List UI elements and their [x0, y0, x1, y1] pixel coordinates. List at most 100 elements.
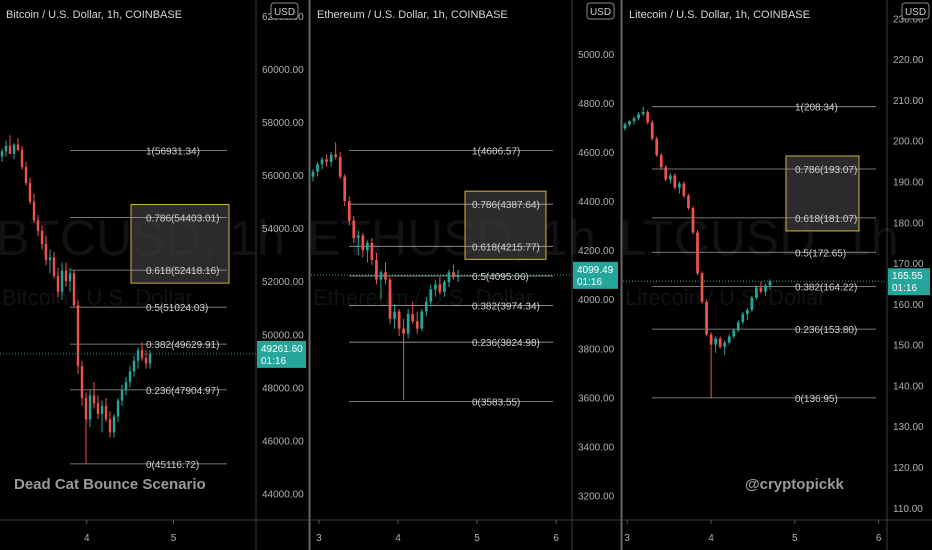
candle-body[interactable]: [415, 321, 419, 329]
candle-body[interactable]: [32, 201, 36, 221]
candle-body[interactable]: [641, 112, 645, 115]
candle-body[interactable]: [745, 309, 749, 315]
candle-body[interactable]: [356, 235, 360, 238]
candle-body[interactable]: [116, 400, 120, 417]
candle-body[interactable]: [44, 244, 48, 260]
candle-body[interactable]: [334, 154, 338, 157]
currency-button[interactable]: [270, 2, 299, 20]
candle-body[interactable]: [402, 328, 405, 334]
candle-body[interactable]: [60, 270, 64, 292]
candle-body[interactable]: [397, 311, 401, 329]
candle-body[interactable]: [664, 167, 668, 180]
currency-button[interactable]: [901, 2, 930, 20]
candle-body[interactable]: [650, 122, 654, 139]
candle-body[interactable]: [16, 144, 20, 150]
candle-body[interactable]: [8, 145, 12, 154]
candle-body[interactable]: [687, 195, 690, 208]
candle-body[interactable]: [112, 416, 116, 433]
candle-body[interactable]: [100, 405, 104, 414]
candle-body[interactable]: [438, 284, 442, 292]
candle-body[interactable]: [718, 338, 722, 347]
candle-body[interactable]: [12, 144, 16, 154]
candle-body[interactable]: [705, 301, 708, 335]
candle-body[interactable]: [88, 395, 92, 420]
candle-body[interactable]: [144, 358, 148, 364]
candle-body[interactable]: [148, 353, 152, 364]
candle-body[interactable]: [36, 220, 40, 231]
candle-body[interactable]: [673, 175, 677, 188]
candle-body[interactable]: [132, 360, 136, 372]
candle-body[interactable]: [4, 145, 8, 152]
candle-body[interactable]: [120, 390, 124, 401]
candle-body[interactable]: [668, 175, 672, 180]
candle-body[interactable]: [347, 201, 351, 221]
candle-body[interactable]: [637, 114, 640, 119]
candle-body[interactable]: [384, 272, 387, 280]
candle-body[interactable]: [124, 382, 128, 390]
candle-body[interactable]: [655, 138, 659, 155]
candle-body[interactable]: [320, 159, 324, 165]
candle-body[interactable]: [659, 154, 663, 168]
candle-body[interactable]: [24, 167, 28, 184]
candle-body[interactable]: [691, 208, 695, 233]
candle-body[interactable]: [325, 159, 328, 162]
candle-body[interactable]: [352, 220, 356, 238]
candle-body[interactable]: [311, 171, 315, 177]
candle-body[interactable]: [429, 289, 433, 302]
candle-body[interactable]: [732, 330, 736, 337]
candle-body[interactable]: [393, 311, 396, 319]
candle-body[interactable]: [696, 232, 699, 274]
candle-body[interactable]: [0, 151, 4, 157]
candle-body[interactable]: [714, 338, 717, 345]
candle-body[interactable]: [750, 297, 754, 310]
candle-body[interactable]: [424, 301, 428, 312]
candle-body[interactable]: [96, 403, 100, 414]
candle-body[interactable]: [628, 121, 631, 125]
candle-body[interactable]: [338, 156, 342, 177]
candle-body[interactable]: [136, 350, 140, 361]
candle-body[interactable]: [40, 230, 44, 245]
candle-body[interactable]: [411, 313, 415, 322]
candle-body[interactable]: [646, 112, 650, 123]
candle-body[interactable]: [104, 405, 108, 420]
candle-body[interactable]: [48, 257, 52, 260]
fib-highlight-box[interactable]: [464, 190, 547, 260]
candle-body[interactable]: [329, 154, 333, 162]
candle-body[interactable]: [375, 260, 378, 280]
candle-body[interactable]: [80, 366, 84, 398]
candle-body[interactable]: [361, 235, 365, 251]
candle-body[interactable]: [420, 311, 424, 329]
candle-body[interactable]: [723, 342, 727, 347]
candle-body[interactable]: [682, 183, 686, 196]
candle-body[interactable]: [56, 275, 60, 292]
candle-body[interactable]: [741, 314, 745, 323]
candle-body[interactable]: [406, 313, 410, 334]
candle-body[interactable]: [92, 395, 96, 404]
candle-body[interactable]: [20, 149, 24, 168]
candle-body[interactable]: [443, 282, 446, 292]
candle-body[interactable]: [72, 273, 76, 306]
candle-body[interactable]: [623, 124, 627, 129]
fib-highlight-box[interactable]: [785, 155, 860, 232]
candle-body[interactable]: [736, 322, 740, 331]
candle-body[interactable]: [76, 305, 80, 367]
candle-body[interactable]: [388, 279, 392, 319]
candle-body[interactable]: [370, 242, 374, 260]
candle-body[interactable]: [755, 287, 758, 298]
candle-body[interactable]: [28, 183, 32, 202]
candle-body[interactable]: [108, 419, 112, 433]
candle-body[interactable]: [447, 272, 451, 283]
candle-body[interactable]: [379, 272, 383, 280]
candle-body[interactable]: [456, 274, 460, 278]
candle-body[interactable]: [366, 242, 369, 251]
candle-body[interactable]: [64, 270, 68, 282]
candle-body[interactable]: [678, 183, 681, 188]
candle-body[interactable]: [632, 118, 636, 122]
candle-body[interactable]: [433, 284, 437, 290]
candle-body[interactable]: [700, 273, 704, 302]
candle-body[interactable]: [84, 397, 88, 420]
candle-body[interactable]: [768, 281, 772, 286]
candle-body[interactable]: [68, 273, 72, 282]
